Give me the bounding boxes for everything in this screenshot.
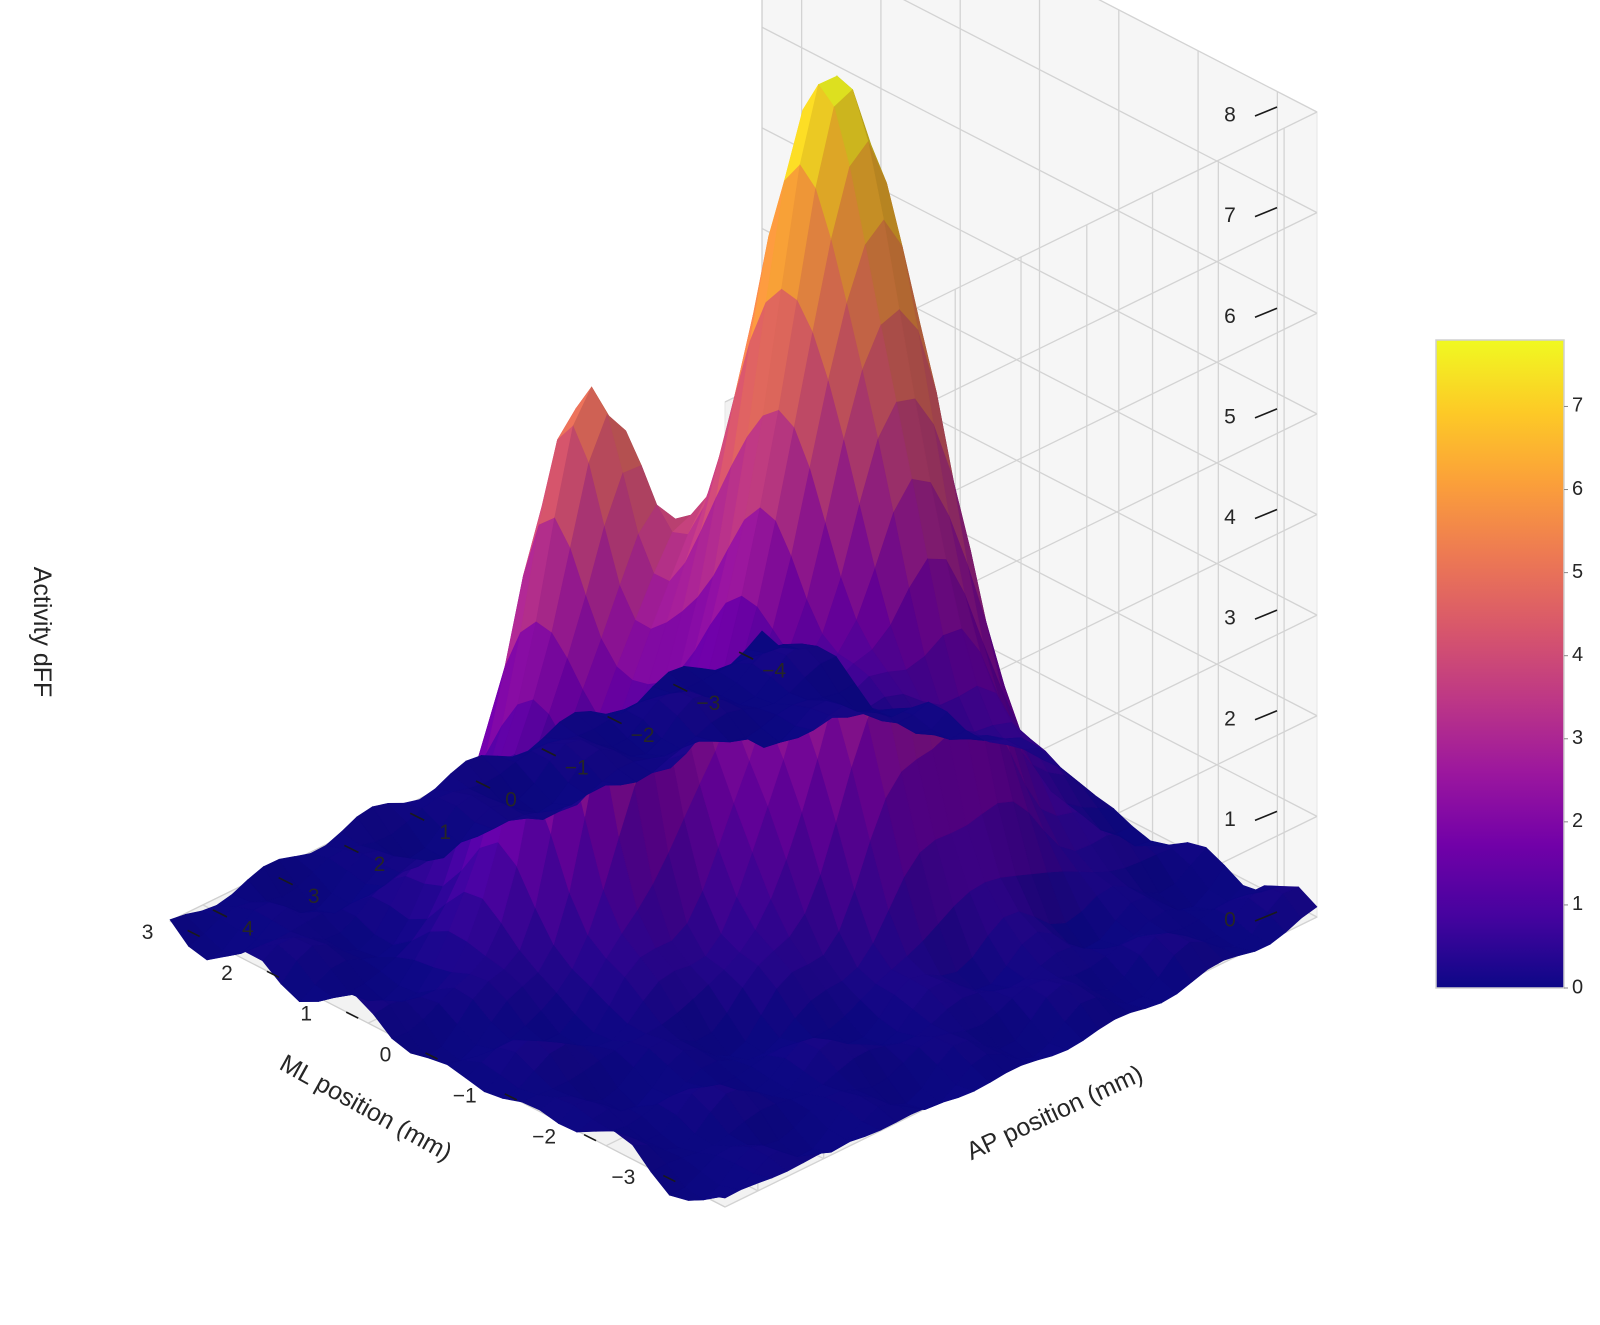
x-tick-mark [187,929,201,938]
y-tick-label: 2 [374,853,386,876]
y-axis: −4 −3 −2 −1 0 1 2 3 4 [212,651,786,940]
colorbar: 0 1 2 3 4 5 6 7 [1435,339,1583,998]
x-tick-mark [662,1174,676,1183]
z-tick-label: 4 [1224,506,1236,529]
y-tick-mark [738,651,754,660]
surface-mesh [169,75,1318,1201]
y-tick-mark [344,844,359,854]
y-tick-label: 3 [308,885,320,908]
x-tick-mark [266,970,280,979]
z-tick-mark [1254,106,1278,117]
x-tick-label: −3 [611,1166,635,1189]
x-tick-mark [504,1093,518,1101]
z-axis: 0 1 2 3 4 5 6 7 8 [1224,104,1278,932]
z-tick-label: 6 [1224,305,1236,328]
x-tick-label: −2 [532,1125,556,1148]
y-tick-label: 1 [439,821,451,844]
z-axis-label: Activity dFF [28,567,56,698]
y-tick-mark [541,748,557,757]
colorbar-tick-label: 3 [1572,727,1583,749]
z-tick-label: 2 [1224,707,1236,730]
y-tick-mark [409,812,425,821]
y-tick-label: −3 [696,692,720,715]
colorbar-tick-label: 5 [1572,561,1583,583]
z-tick-label: 1 [1224,808,1236,831]
x-tick-mark [583,1133,597,1142]
z-tick-mark [1254,609,1278,620]
z-tick-mark [1254,206,1278,218]
z-tick-label: 7 [1224,204,1236,227]
y-tick-mark [278,876,294,886]
z-tick-mark [1254,810,1278,822]
z-tick-mark [1254,710,1278,721]
z-tick-mark [1254,408,1278,419]
colorbar-tick-label: 6 [1572,478,1583,500]
y-tick-label: −1 [565,756,589,779]
y-tick-label: 0 [505,789,517,812]
y-tick-label: −2 [631,724,655,747]
z-tick-label: 8 [1224,104,1236,127]
y-tick-label: 4 [242,917,254,940]
z-tick-mark [1254,307,1278,318]
x-tick-mark [345,1011,359,1019]
gridline-wall-z [761,26,1318,314]
z-tick-label: 0 [1224,909,1236,932]
colorbar-gradient [1435,339,1565,989]
x-tick-label: −1 [453,1084,477,1107]
x-tick-label: 3 [142,921,154,944]
y-tick-mark [212,909,228,918]
z-tick-label: 5 [1224,405,1236,428]
y-tick-mark [607,715,622,725]
colorbar-tick-label: 0 [1572,976,1583,998]
z-tick-mark [1254,911,1278,922]
colorbar-tick-label: 1 [1572,893,1583,915]
z-tick-mark [1254,508,1278,520]
x-tick-label: 2 [221,962,233,985]
colorbar-tick-label: 2 [1572,810,1583,832]
gridline-wall-z [1098,0,1318,113]
y-tick-mark [672,683,688,693]
colorbar-tick-label: 7 [1572,395,1583,417]
colorbar-ticks: 0 1 2 3 4 5 6 7 [1564,395,1583,998]
x-tick-label: 1 [300,1003,312,1026]
y-tick-mark [475,780,491,789]
x-axis-label: ML position (mm) [275,1049,457,1167]
x-tick-label: 0 [380,1044,392,1067]
x-axis: −3 −2 −1 0 1 2 3 [142,921,676,1189]
colorbar-tick-label: 4 [1572,644,1583,666]
gridline-wall-z [902,0,1318,214]
x-tick-mark [425,1052,438,1060]
surface-facet [745,630,782,654]
z-tick-label: 3 [1224,607,1236,630]
y-tick-label: −4 [762,660,786,683]
